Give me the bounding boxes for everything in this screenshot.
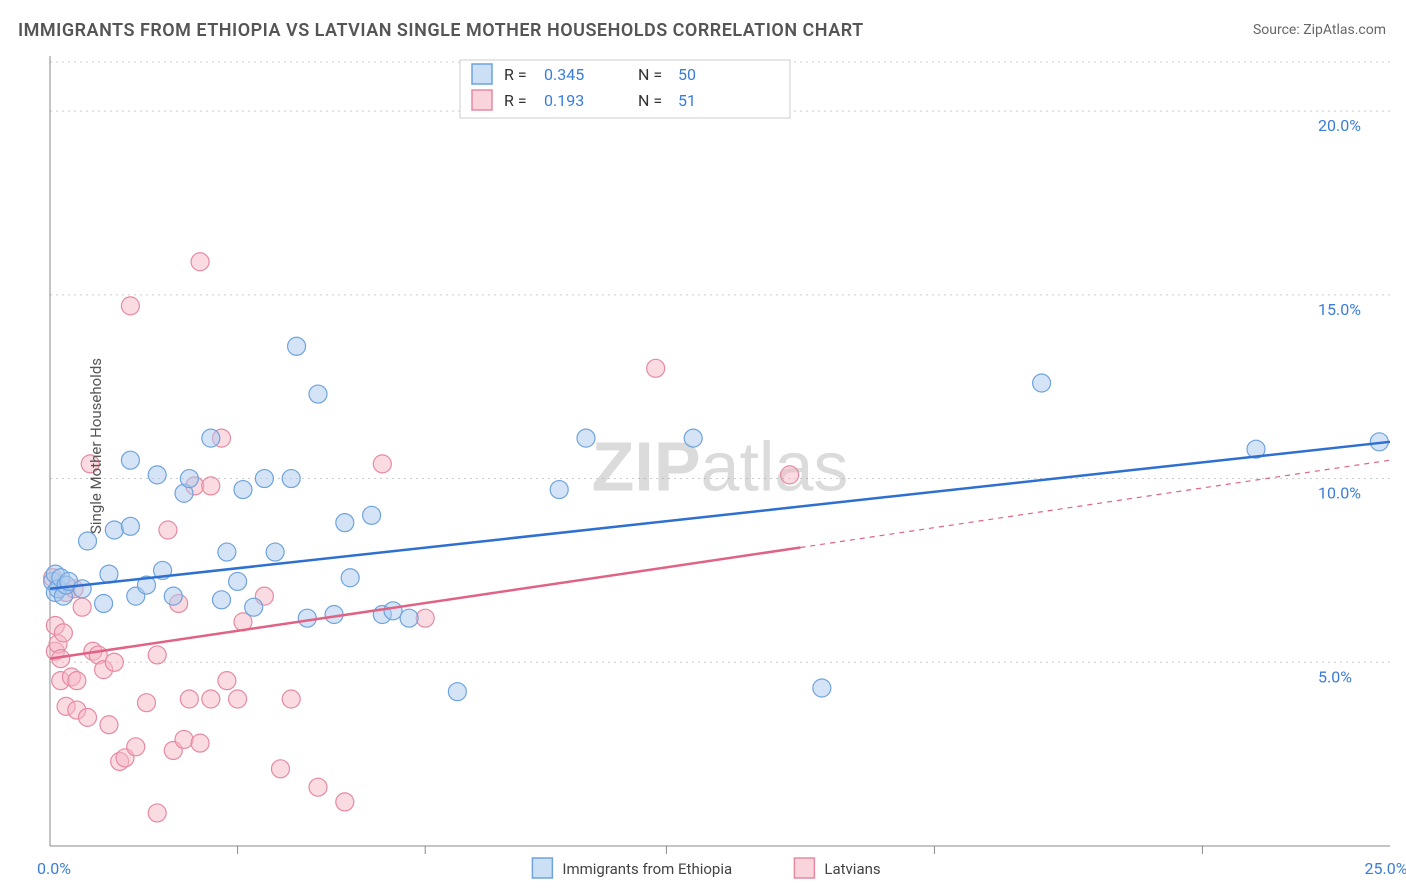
scatter-point-latvians bbox=[416, 609, 434, 627]
y-tick-label: 20.0% bbox=[1318, 116, 1361, 135]
scatter-point-ethiopia bbox=[218, 543, 236, 561]
scatter-point-ethiopia bbox=[336, 514, 354, 532]
scatter-point-ethiopia bbox=[255, 470, 273, 488]
bottom-legend-swatch-ethiopia bbox=[532, 858, 552, 878]
scatter-point-latvians bbox=[127, 738, 145, 756]
scatter-point-ethiopia bbox=[105, 521, 123, 539]
scatter-point-ethiopia bbox=[813, 679, 831, 697]
legend-n-label: N = bbox=[638, 65, 662, 84]
scatter-point-latvians bbox=[191, 734, 209, 752]
scatter-point-latvians bbox=[180, 690, 198, 708]
scatter-point-latvians bbox=[373, 455, 391, 473]
scatter-point-latvians bbox=[202, 477, 220, 495]
legend-r-value-latvians: 0.193 bbox=[544, 91, 584, 110]
scatter-point-ethiopia bbox=[298, 609, 316, 627]
scatter-point-latvians bbox=[271, 760, 289, 778]
scatter-point-ethiopia bbox=[148, 466, 166, 484]
scatter-point-ethiopia bbox=[341, 569, 359, 587]
scatter-point-ethiopia bbox=[282, 470, 300, 488]
scatter-point-ethiopia bbox=[121, 451, 139, 469]
scatter-point-latvians bbox=[218, 672, 236, 690]
scatter-point-ethiopia bbox=[400, 609, 418, 627]
legend-n-label: N = bbox=[638, 91, 662, 110]
scatter-point-ethiopia bbox=[79, 532, 97, 550]
scatter-point-latvians bbox=[202, 690, 220, 708]
legend-swatch-latvians bbox=[472, 90, 492, 110]
scatter-point-latvians bbox=[175, 730, 193, 748]
scatter-point-ethiopia bbox=[73, 580, 91, 598]
scatter-point-latvians bbox=[647, 359, 665, 377]
scatter-point-latvians bbox=[159, 521, 177, 539]
scatter-point-latvians bbox=[148, 804, 166, 822]
scatter-point-ethiopia bbox=[229, 572, 247, 590]
scatter-point-latvians bbox=[229, 690, 247, 708]
watermark: ZIPatlas bbox=[592, 428, 849, 506]
scatter-point-ethiopia bbox=[180, 470, 198, 488]
scatter-point-latvians bbox=[282, 690, 300, 708]
scatter-point-latvians bbox=[137, 694, 155, 712]
scatter-point-ethiopia bbox=[266, 543, 284, 561]
scatter-point-ethiopia bbox=[95, 594, 113, 612]
correlation-scatter-chart: 5.0% 10.0% 15.0% 20.0% 0.0% 25.0% ZIPatlas R = 0… bbox=[0, 0, 1406, 892]
scatter-point-ethiopia bbox=[234, 481, 252, 499]
scatter-point-latvians bbox=[781, 466, 799, 484]
scatter-point-ethiopia bbox=[448, 683, 466, 701]
scatter-point-ethiopia bbox=[684, 429, 702, 447]
scatter-point-ethiopia bbox=[213, 591, 231, 609]
scatter-point-ethiopia bbox=[384, 602, 402, 620]
legend-n-value-latvians: 51 bbox=[678, 91, 696, 110]
y-tick-label: 5.0% bbox=[1318, 667, 1352, 686]
scatter-point-ethiopia bbox=[121, 517, 139, 535]
scatter-point-ethiopia bbox=[245, 598, 263, 616]
scatter-point-ethiopia bbox=[577, 429, 595, 447]
bottom-legend-label-latvians: Latvians bbox=[824, 860, 880, 878]
legend-n-value-ethiopia: 50 bbox=[678, 65, 696, 84]
chart-title: IMMIGRANTS FROM ETHIOPIA VS LATVIAN SING… bbox=[18, 20, 864, 41]
scatter-point-latvians bbox=[191, 253, 209, 271]
legend-r-value-ethiopia: 0.345 bbox=[544, 65, 584, 84]
scatter-point-latvians bbox=[100, 716, 118, 734]
scatter-point-latvians bbox=[54, 624, 72, 642]
scatter-point-latvians bbox=[105, 653, 123, 671]
scatter-point-ethiopia bbox=[288, 337, 306, 355]
y-axis-label: Single Mother Households bbox=[87, 358, 105, 534]
scatter-point-latvians bbox=[68, 672, 86, 690]
scatter-point-latvians bbox=[121, 297, 139, 315]
y-tick-label: 10.0% bbox=[1318, 484, 1361, 503]
legend-swatch-ethiopia bbox=[472, 64, 492, 84]
scatter-point-ethiopia bbox=[550, 481, 568, 499]
x-tick-label: 0.0% bbox=[37, 859, 71, 878]
legend-r-label: R = bbox=[504, 91, 527, 110]
source-label: Source: ZipAtlas.com bbox=[1253, 22, 1386, 38]
y-tick-label: 15.0% bbox=[1318, 300, 1361, 319]
scatter-point-ethiopia bbox=[202, 429, 220, 447]
scatter-point-latvians bbox=[148, 646, 166, 664]
scatter-point-ethiopia bbox=[309, 385, 327, 403]
scatter-point-latvians bbox=[73, 598, 91, 616]
scatter-point-ethiopia bbox=[164, 587, 182, 605]
scatter-point-ethiopia bbox=[1033, 374, 1051, 392]
scatter-point-latvians bbox=[309, 778, 327, 796]
scatter-point-ethiopia bbox=[363, 506, 381, 524]
scatter-point-latvians bbox=[79, 708, 97, 726]
legend-r-label: R = bbox=[504, 65, 527, 84]
scatter-point-latvians bbox=[336, 793, 354, 811]
bottom-legend-swatch-latvians bbox=[794, 858, 814, 878]
bottom-legend-label-ethiopia: Immigrants from Ethiopia bbox=[562, 860, 732, 878]
x-tick-label: 25.0% bbox=[1365, 859, 1406, 878]
